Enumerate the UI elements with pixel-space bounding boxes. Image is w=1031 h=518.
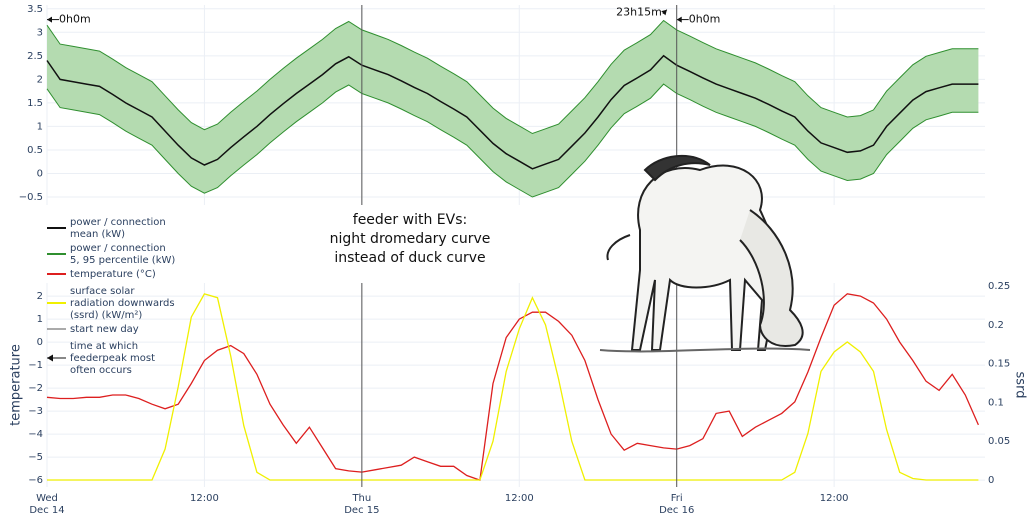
- y2-axis-title: ssrd: [1013, 372, 1028, 399]
- legend-label: temperature (°C): [70, 269, 156, 280]
- legend-label: feederpeak most: [70, 353, 155, 364]
- legend-label: radiation downwards: [70, 298, 175, 309]
- y-axis-title: temperature: [9, 344, 24, 426]
- y2-tick-label: 0.25: [988, 281, 1010, 292]
- legend-label: surface solar: [70, 286, 135, 297]
- annotation: night dromedary curve: [330, 231, 491, 247]
- peak-arrowhead: [47, 16, 52, 23]
- y-tick-label: 3.5: [27, 4, 43, 15]
- peak-label: 0h0m: [59, 13, 91, 26]
- series-line: [46, 293, 979, 481]
- y-tick-label: 3: [37, 27, 43, 38]
- y-tick-label: −1: [28, 360, 43, 371]
- legend-label: start new day: [70, 324, 139, 335]
- annotation: instead of duck curve: [334, 250, 485, 266]
- camel-illustration: [599, 154, 811, 353]
- peak-arrowhead: [661, 9, 667, 16]
- y2-tick-label: 0: [988, 475, 994, 486]
- legend-label: often occurs: [70, 365, 132, 376]
- x-tick-label: Wed: [36, 493, 58, 504]
- percentile-lower: [46, 83, 979, 198]
- y-tick-label: −0.5: [19, 192, 43, 203]
- legend-label: mean (kW): [70, 229, 125, 240]
- x-tick-label: Dec 14: [29, 505, 64, 516]
- annotation: feeder with EVs:: [353, 212, 467, 228]
- series-line: [47, 293, 979, 481]
- y-tick-label: 0.5: [27, 145, 43, 156]
- y-tick-label: 2: [37, 291, 43, 302]
- y-tick-label: −2: [28, 383, 43, 394]
- y-tick-label: 1.5: [27, 98, 43, 109]
- x-tick-label: Fri: [671, 493, 683, 504]
- legend-label: (ssrd) (kW/m²): [70, 310, 142, 321]
- legend-arrowhead: [47, 354, 53, 362]
- x-tick-label: Thu: [351, 493, 371, 504]
- y-tick-label: −5: [28, 452, 43, 463]
- y-tick-label: 2.5: [27, 51, 43, 62]
- y-tick-label: −6: [28, 475, 43, 486]
- y2-tick-label: 0.2: [988, 320, 1004, 331]
- peak-label: 0h0m: [689, 13, 721, 26]
- y-tick-label: 2: [37, 74, 43, 85]
- peak-arrowhead: [676, 16, 682, 23]
- percentile-upper: [46, 19, 979, 135]
- legend-label: time at which: [70, 341, 138, 352]
- x-tick-label: Dec 15: [344, 505, 379, 516]
- y-tick-label: −3: [28, 406, 43, 417]
- x-tick-label: 12:00: [820, 493, 849, 504]
- x-tick-label: 12:00: [190, 493, 219, 504]
- y2-tick-label: 0.1: [988, 397, 1004, 408]
- x-tick-label: 12:00: [505, 493, 534, 504]
- x-tick-label: Dec 16: [659, 505, 694, 516]
- legend-label: power / connection: [70, 217, 166, 228]
- y2-tick-label: 0.05: [988, 436, 1010, 447]
- y-tick-label: −4: [28, 429, 43, 440]
- y-tick-label: 0: [37, 168, 43, 179]
- y2-tick-label: 0.15: [988, 359, 1010, 370]
- legend-label: 5, 95 percentile (kW): [70, 255, 175, 266]
- y-tick-label: 1: [37, 121, 43, 132]
- percentile-band: [47, 20, 979, 197]
- peak-label: 23h15m: [616, 6, 662, 19]
- y-tick-label: 1: [37, 314, 43, 325]
- legend-label: power / connection: [70, 243, 166, 254]
- y-tick-label: 0: [37, 337, 43, 348]
- mean-line: [46, 54, 979, 170]
